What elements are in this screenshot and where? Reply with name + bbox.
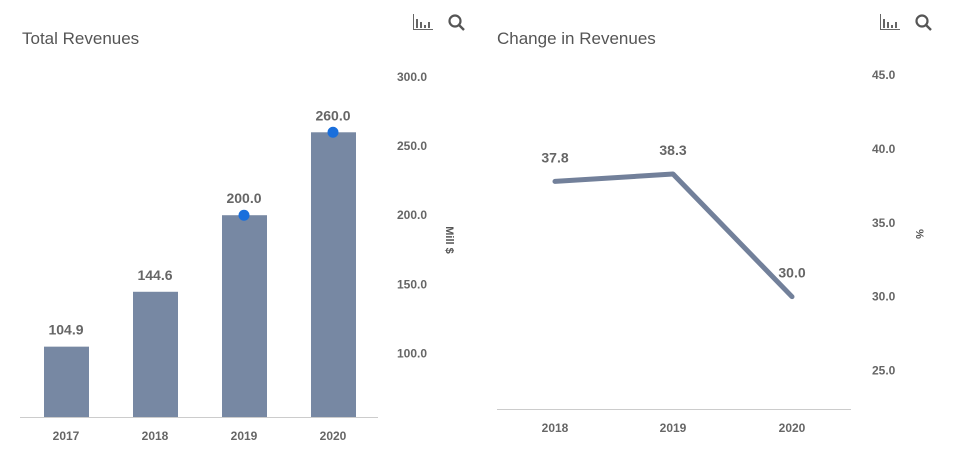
y-tick-label: 100.0 [397, 346, 427, 360]
data-label: 104.9 [48, 322, 83, 338]
chart1-search-icon[interactable] [448, 14, 465, 31]
x-tick-label: 2020 [320, 429, 347, 443]
bar-2018[interactable] [133, 291, 178, 417]
chart-title: Change in Revenues [497, 29, 656, 48]
x-tick-label: 2018 [542, 421, 569, 435]
y-axis-title: Mill $ [443, 226, 455, 254]
data-label: 260.0 [315, 107, 350, 123]
data-point-marker[interactable] [327, 126, 339, 138]
x-tick-label: 2017 [53, 429, 80, 443]
x-tick-label: 2018 [142, 429, 169, 443]
data-label: 30.0 [778, 265, 805, 281]
bar-2020[interactable] [311, 132, 356, 417]
y-tick-label: 30.0 [872, 290, 896, 304]
bar-2017[interactable] [44, 346, 89, 417]
y-tick-label: 45.0 [872, 68, 896, 82]
x-tick-label: 2019 [231, 429, 258, 443]
data-point-marker[interactable] [238, 209, 250, 221]
chart2-search-icon[interactable] [915, 14, 932, 31]
y-tick-label: 40.0 [872, 142, 896, 156]
y-tick-label: 250.0 [397, 139, 427, 153]
y-tick-label: 300.0 [397, 70, 427, 84]
series-line[interactable] [552, 171, 795, 300]
x-tick-label: 2019 [660, 421, 687, 435]
data-label: 200.0 [226, 190, 261, 206]
data-label: 37.8 [541, 149, 568, 165]
x-tick-label: 2020 [779, 421, 806, 435]
bar-2019[interactable] [222, 215, 267, 417]
y-tick-label: 150.0 [397, 277, 427, 291]
data-label: 144.6 [137, 267, 172, 283]
chart2-bar-chart-icon[interactable] [880, 14, 901, 30]
chart1-bar-chart-icon[interactable] [413, 14, 434, 30]
y-tick-label: 25.0 [872, 364, 896, 378]
y-axis-title: % [913, 229, 925, 239]
chart-title: Total Revenues [22, 29, 139, 48]
y-tick-label: 35.0 [872, 216, 896, 230]
data-label: 38.3 [659, 142, 686, 158]
y-tick-label: 200.0 [397, 208, 427, 222]
